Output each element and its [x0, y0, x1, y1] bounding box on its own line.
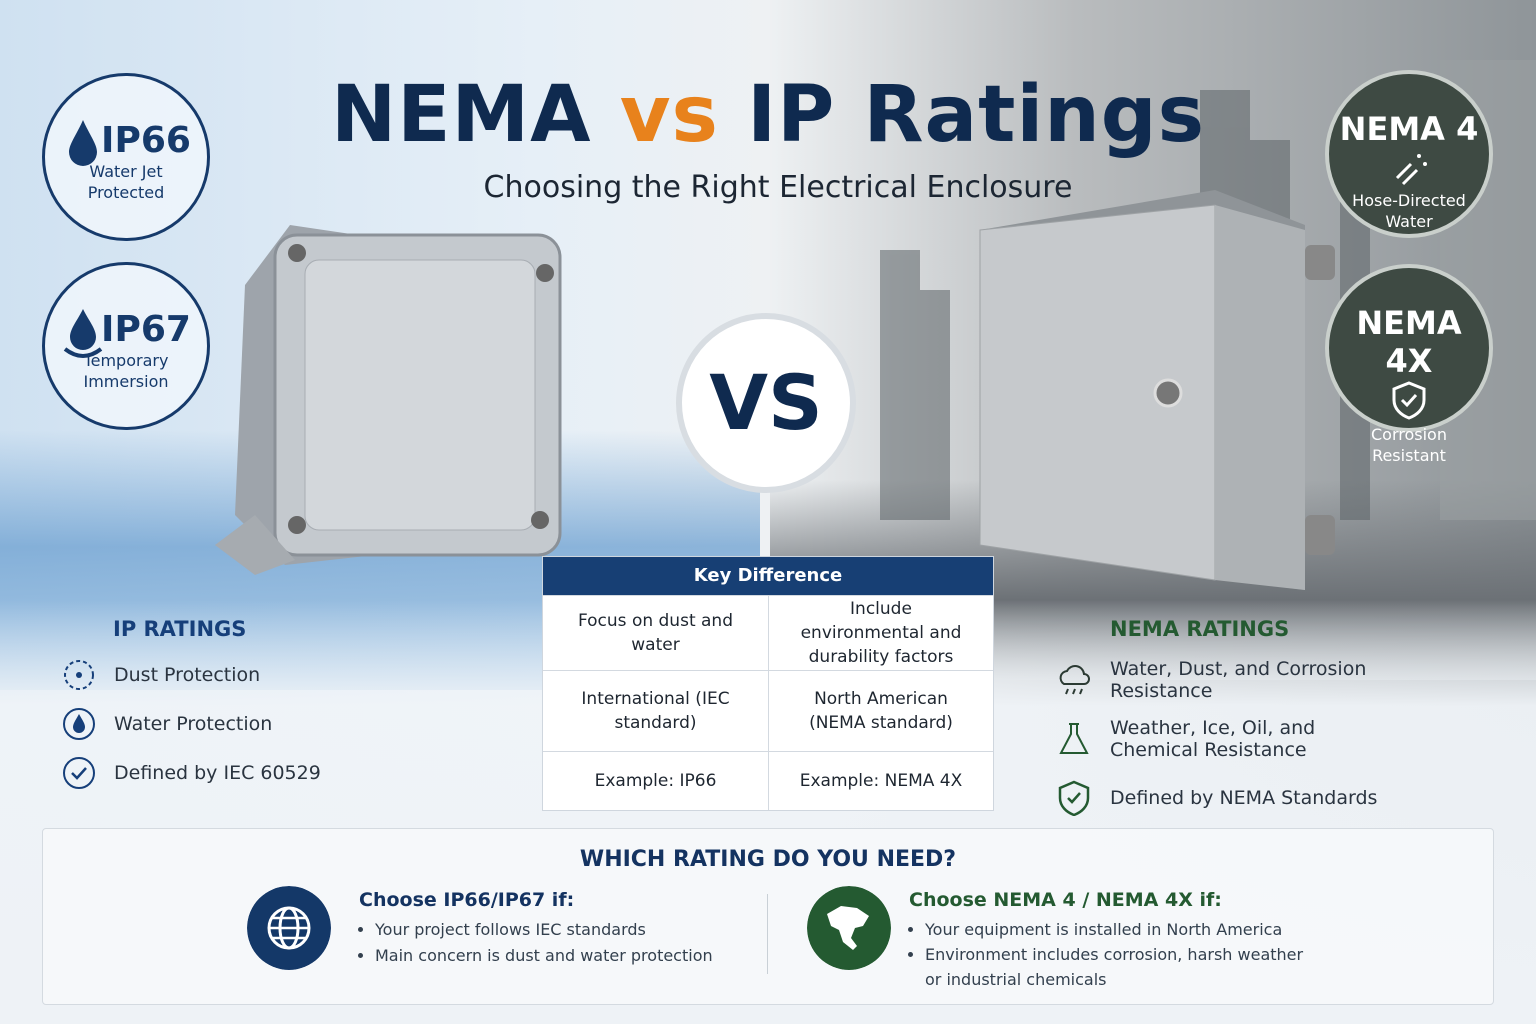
nema-list: Water, Dust, and Corrosion Resistance We… — [1056, 655, 1386, 823]
divider — [767, 894, 768, 974]
nema-section: NEMA RATINGS — [1110, 617, 1289, 641]
section-title: IP RATINGS — [113, 617, 247, 641]
bullet: Your project follows IEC standards — [375, 917, 739, 943]
weather-icon — [1059, 665, 1090, 695]
badge-text: Hose-Directed Water — [1352, 191, 1466, 231]
section-title: NEMA RATINGS — [1110, 617, 1290, 641]
shield-icon — [1392, 381, 1426, 420]
item-text: Water, Dust, and Corrosion Resistance — [1110, 658, 1367, 702]
table-cell: Example: IP66 — [594, 771, 717, 791]
item-text: Dust Protection — [114, 664, 261, 686]
table-header: Key Difference — [543, 557, 993, 595]
nema-badge: NEMA 4 Hose-Directed Water — [1325, 70, 1493, 238]
ip-list: Dust Protection Water Protection Defined… — [62, 656, 321, 792]
ip-enclosure — [215, 225, 562, 575]
nema-badge: NEMA 4X Corrosion Resistant — [1325, 264, 1493, 465]
which-panel: WHICH RATING DO YOU NEED? Choose IP66/IP… — [42, 828, 1494, 1005]
list-item: Dust Protection — [62, 656, 321, 694]
table-cell: Include environmental and durability fac… — [768, 596, 993, 670]
table-cell: North American (NEMA standard) — [768, 671, 993, 751]
badge-text: Corrosion Resistant — [1371, 425, 1447, 465]
badge-label: NEMA 4 — [1339, 110, 1479, 148]
badge-text: Water Jet Protected — [87, 162, 165, 202]
choice-heading: Choose IP66/IP67 if: — [359, 889, 575, 911]
north-america-icon — [807, 886, 891, 970]
title-word: NEMA — [331, 70, 592, 160]
item-text: Water Protection — [114, 713, 273, 735]
bullet: Your equipment is installed in North Ame… — [925, 917, 1309, 942]
ip-badge: IP67 Temporary Immersion — [42, 262, 210, 430]
choice-list: Your equipment is installed in North Ame… — [909, 917, 1309, 992]
bullet: Environment includes corrosion, harsh we… — [925, 942, 1309, 992]
list-item: Water Protection — [62, 705, 321, 743]
table-row: International (IEC standard) North Americ… — [543, 670, 993, 751]
badge-label: IP66 — [101, 120, 191, 161]
nema-choice: Choose NEMA 4 / NEMA 4X if: Your equipme… — [909, 889, 1309, 992]
globe-icon — [247, 886, 331, 970]
table-cell: Focus on dust and water — [577, 611, 733, 655]
item-text: Defined by NEMA Standards — [1110, 787, 1378, 809]
table-cell: Example: NEMA 4X — [768, 752, 993, 810]
vs-circle: VS — [676, 313, 856, 493]
table-cell: International (IEC standard) — [581, 689, 730, 733]
table-row: Example: IP66 Example: NEMA 4X — [543, 751, 993, 810]
ip-badge: IP66 Water Jet Protected — [42, 73, 210, 241]
drop-icon — [69, 120, 97, 166]
key-difference-table: Key Difference Focus on dust and water In… — [542, 556, 994, 811]
choice-heading: Choose NEMA 4 / NEMA 4X if: — [909, 889, 1222, 911]
list-item: Water, Dust, and Corrosion Resistance — [1056, 655, 1386, 705]
badge-label: IP67 — [101, 309, 191, 350]
table-row: Focus on dust and water Include environme… — [543, 595, 993, 670]
title: NEMA vs IP Ratings — [0, 70, 1536, 160]
water-icon — [63, 708, 95, 740]
shield-icon — [1058, 780, 1090, 816]
panel-title: WHICH RATING DO YOU NEED? — [579, 847, 957, 872]
dust-icon — [64, 660, 94, 690]
list-item: Weather, Ice, Oil, and Chemical Resistan… — [1056, 714, 1386, 764]
ip-choice: Choose IP66/IP67 if: Your project follow… — [359, 889, 739, 969]
badge-label: NEMA 4X — [1356, 304, 1462, 380]
choice-list: Your project follows IEC standardsMain c… — [359, 917, 739, 969]
nema-enclosure — [979, 190, 1335, 590]
item-text: Weather, Ice, Oil, and Chemical Resistan… — [1110, 717, 1316, 761]
title-vs: vs — [619, 70, 719, 160]
spray-icon — [1395, 154, 1427, 186]
ip-section: IP RATINGS — [113, 617, 246, 641]
title-word: IP Ratings — [747, 70, 1205, 160]
drop-icon — [63, 309, 103, 358]
subtitle: Choosing the Right Electrical Enclosure — [483, 170, 1073, 205]
badge-text: Temporary Immersion — [83, 351, 169, 391]
item-text: Defined by IEC 60529 — [114, 762, 321, 784]
bullet: Main concern is dust and water protectio… — [375, 943, 739, 969]
check-icon — [63, 757, 95, 789]
flask-icon — [1059, 723, 1089, 754]
list-item: Defined by NEMA Standards — [1056, 773, 1386, 823]
list-item: Defined by IEC 60529 — [62, 754, 321, 792]
